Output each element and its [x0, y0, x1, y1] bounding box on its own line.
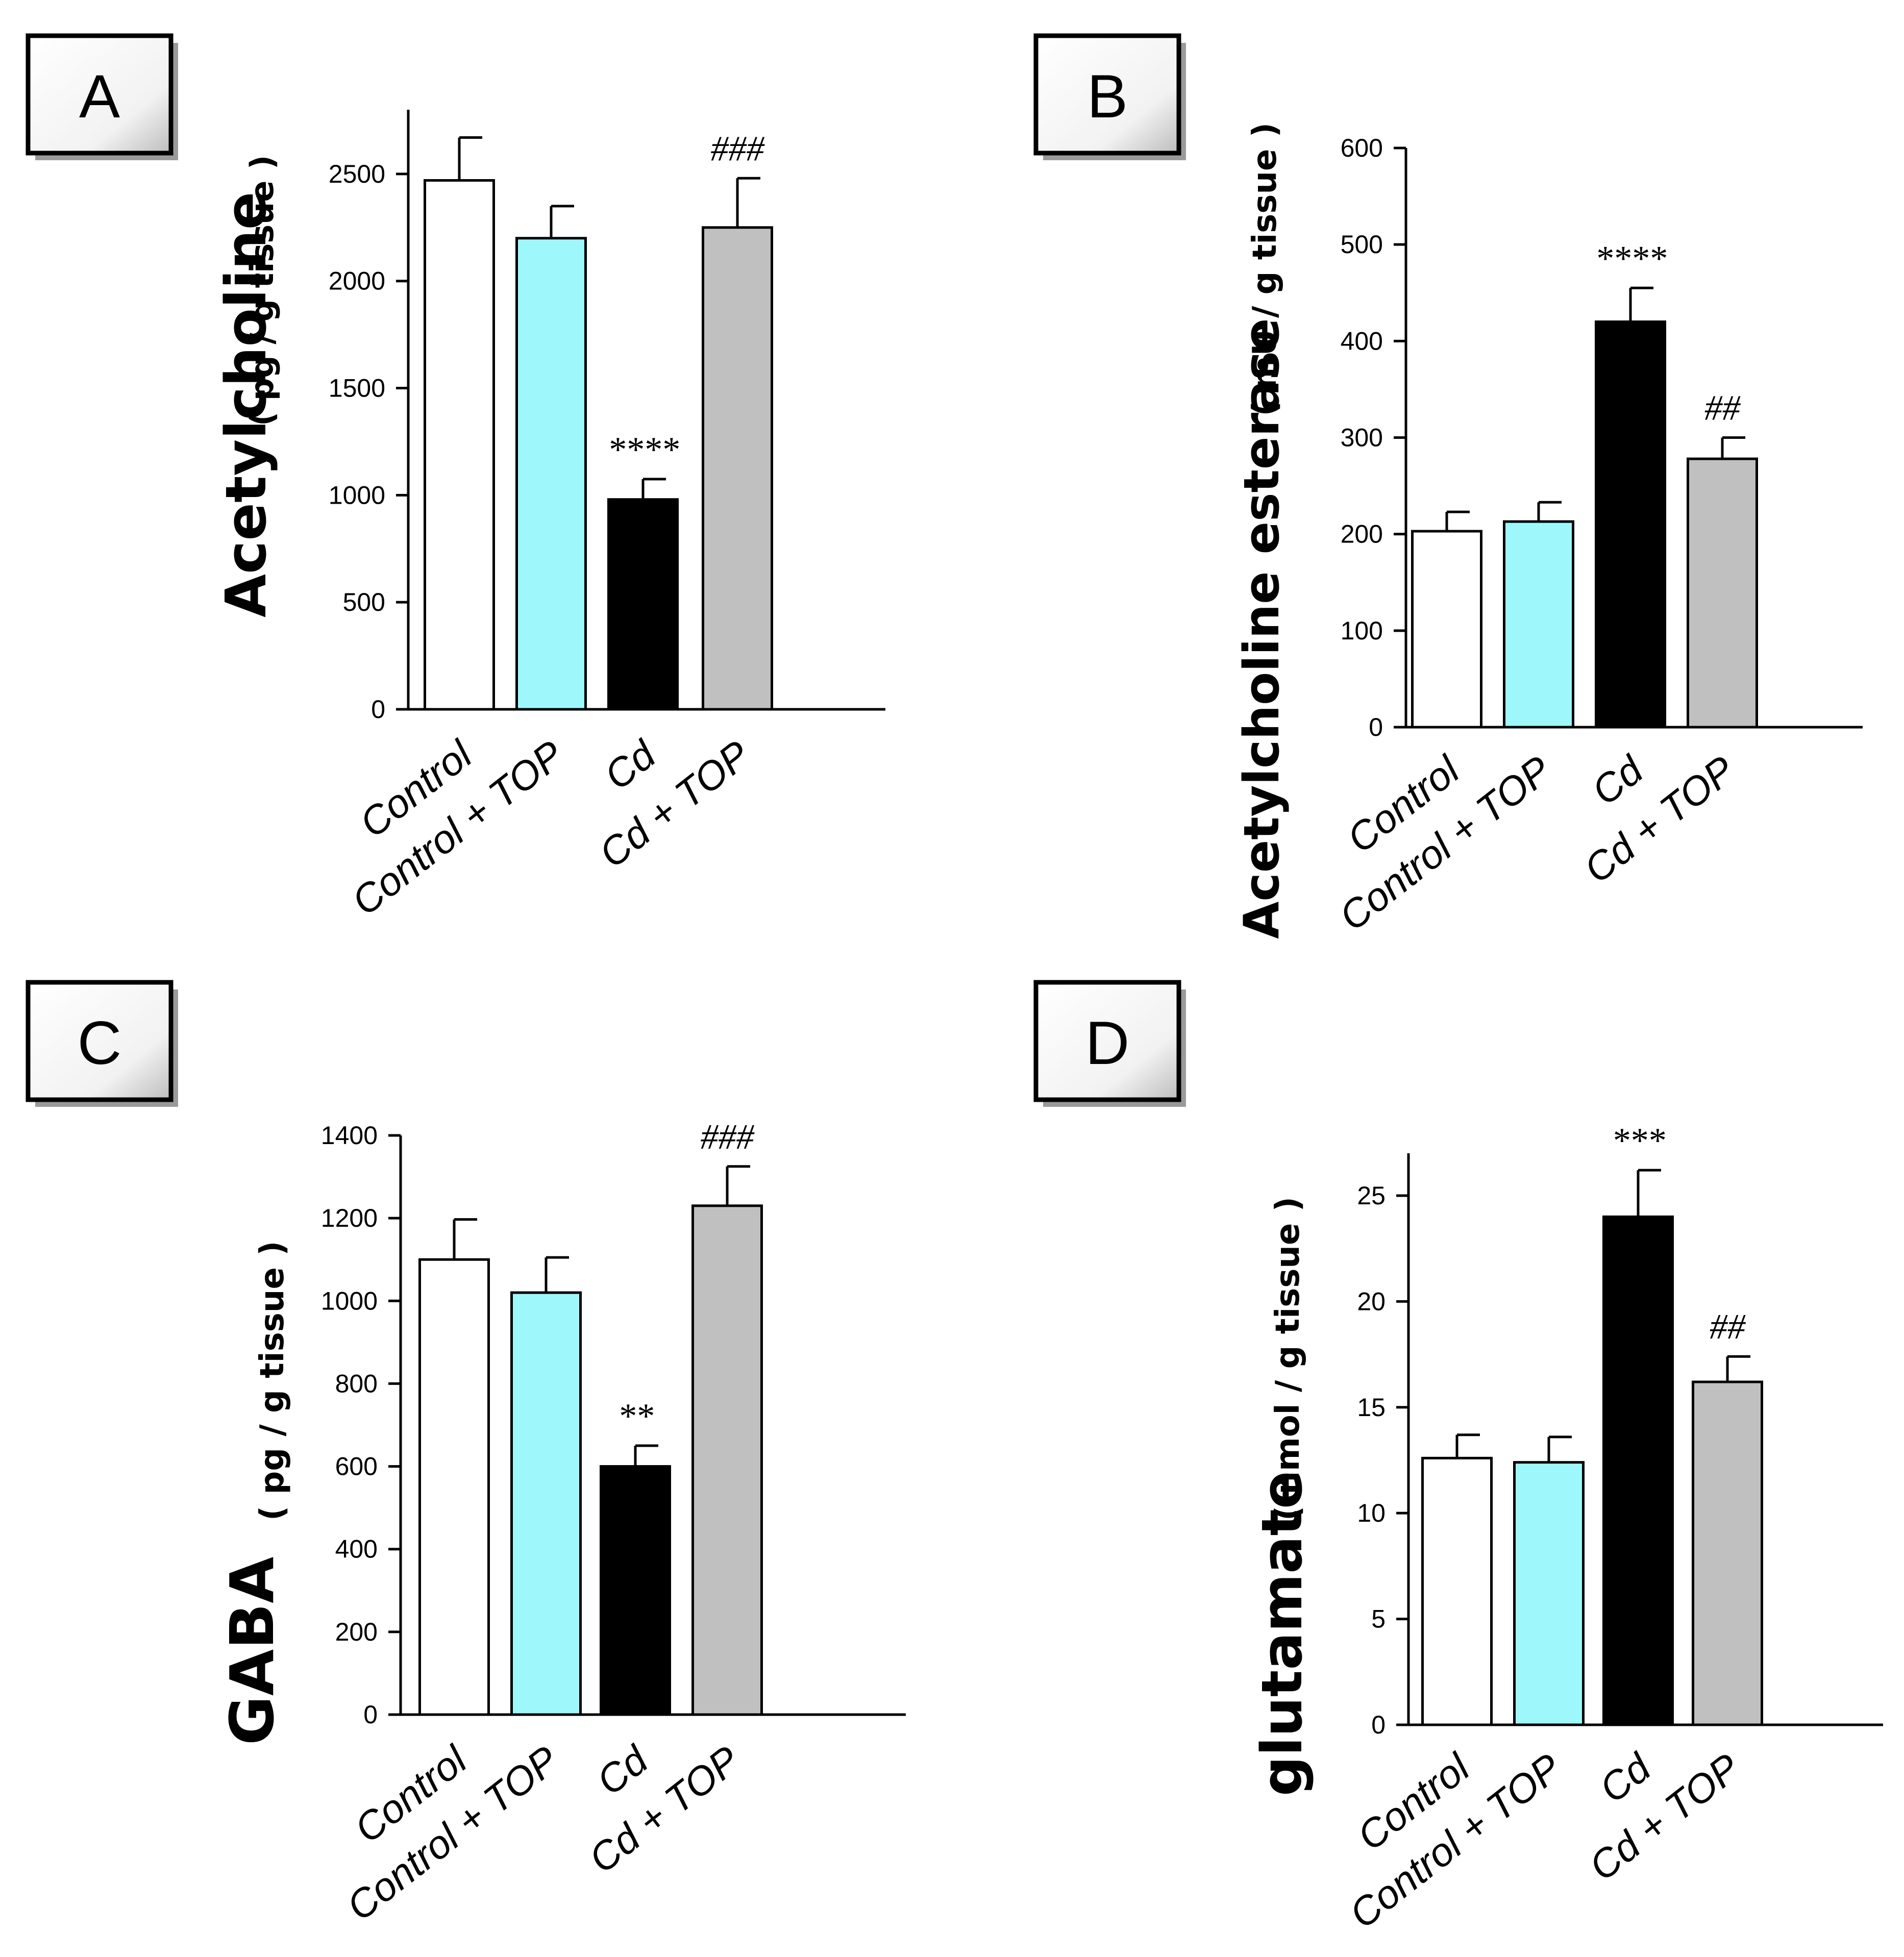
y-tick-label: 0 — [363, 1700, 378, 1729]
y-tick-label: 600 — [335, 1452, 378, 1481]
y-tick-label: 600 — [1341, 134, 1383, 162]
y-axis-unit: ( pg / g tissue ) — [254, 1241, 291, 1521]
y-tick-label: 1000 — [329, 481, 385, 509]
bar-4 — [1687, 457, 1758, 729]
panel-label-box — [26, 980, 174, 1102]
y-tick-label: 400 — [1341, 327, 1383, 355]
bar-2 — [510, 1291, 582, 1716]
y-tick-label: 10 — [1357, 1499, 1386, 1527]
significance-label: **** — [607, 430, 679, 469]
significance-label: ## — [1704, 389, 1741, 428]
y-tick-label: 1400 — [321, 1121, 378, 1150]
y-tick-label: 20 — [1357, 1287, 1386, 1316]
y-tick-label: 100 — [1341, 616, 1383, 645]
y-axis-title: glutamate — [1249, 1471, 1315, 1796]
bar-1 — [1411, 530, 1482, 729]
bar-1 — [424, 179, 495, 711]
significance-label: ### — [711, 129, 765, 168]
y-axis-title: Acetylcholine — [213, 192, 279, 617]
category-label: Cd — [588, 1736, 657, 1803]
bar-2 — [1513, 1461, 1585, 1726]
bar-4 — [702, 226, 773, 711]
bar-3 — [1595, 320, 1666, 729]
significance-label: ## — [1710, 1307, 1746, 1347]
panel-label-box — [1033, 980, 1181, 1102]
bar-1 — [1421, 1456, 1493, 1726]
y-tick-label: 500 — [343, 588, 385, 616]
y-axis-unit: ( pg / g tissue ) — [243, 155, 281, 426]
y-tick-label: 1500 — [329, 374, 385, 403]
y-axis-unit: ( mU / g tissue ) — [1246, 122, 1284, 416]
bar-4 — [1692, 1380, 1763, 1726]
bar-2 — [1503, 520, 1574, 729]
y-axis-title: Acetylcholine esterase — [1234, 318, 1290, 939]
y-tick-label: 1200 — [321, 1204, 378, 1232]
panel-label-box — [1033, 33, 1181, 156]
y-tick-label: 800 — [335, 1369, 378, 1398]
bar-2 — [515, 237, 587, 711]
bar-3 — [607, 498, 679, 711]
y-tick-label: 300 — [1341, 424, 1383, 452]
significance-label: ** — [617, 1397, 653, 1436]
y-tick-label: 15 — [1357, 1393, 1386, 1422]
y-tick-label: 0 — [1371, 1711, 1386, 1739]
significance-label: ### — [701, 1118, 755, 1157]
panel-label: D — [1085, 1009, 1130, 1077]
y-tick-label: 5 — [1371, 1605, 1386, 1633]
y-tick-label: 2000 — [329, 267, 385, 295]
y-tick-label: 1000 — [321, 1286, 378, 1315]
y-tick-label: 0 — [1369, 713, 1383, 741]
y-tick-label: 400 — [335, 1535, 378, 1564]
y-tick-label: 0 — [371, 695, 385, 724]
y-axis-title: GABA — [217, 1557, 287, 1745]
category-label: Cd — [596, 731, 665, 798]
y-tick-label: 25 — [1357, 1181, 1386, 1210]
bar-3 — [600, 1465, 671, 1716]
y-tick-label: 200 — [335, 1618, 378, 1646]
y-tick-label: 200 — [1341, 520, 1383, 549]
panel-label: B — [1087, 62, 1128, 131]
category-label: Cd — [1584, 746, 1652, 813]
y-tick-label: 2500 — [329, 160, 385, 188]
panel-C: C0200400600800100012001400ControlControl… — [26, 980, 906, 1929]
panel-label: A — [79, 62, 120, 131]
y-axis-unit: ( nmol / g tissue ) — [1269, 1197, 1307, 1521]
y-tick-label: 500 — [1341, 230, 1383, 259]
panel-label: C — [78, 1009, 122, 1077]
bar-3 — [1602, 1215, 1674, 1726]
bar-4 — [691, 1204, 763, 1716]
bar-1 — [418, 1258, 490, 1716]
significance-label: **** — [1595, 239, 1666, 278]
significance-label: *** — [1612, 1121, 1665, 1160]
panel-label-box — [26, 33, 174, 156]
